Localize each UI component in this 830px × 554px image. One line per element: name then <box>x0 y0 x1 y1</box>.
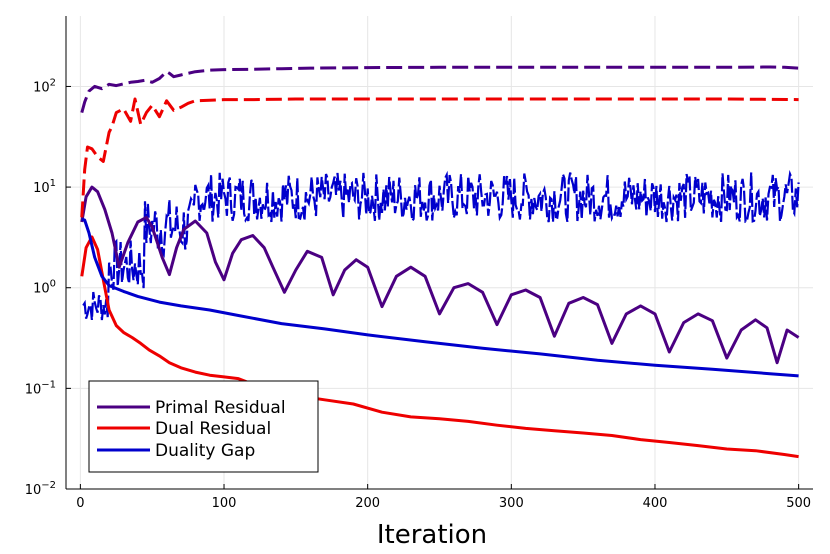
x-tick-label: 500 <box>786 496 811 511</box>
duality-gap-dashed-line <box>82 169 800 321</box>
x-tick-label: 100 <box>212 496 237 511</box>
series-line-primal-residual-dashed <box>80 65 799 113</box>
series-line-dual-residual-dashed <box>80 97 799 218</box>
x-axis-label: Iteration <box>377 520 487 550</box>
y-tick-label: 10−1 <box>25 379 56 397</box>
y-tick-label: 102 <box>33 77 56 95</box>
legend-label-gap: Duality Gap <box>155 441 255 461</box>
x-ticks: 0 100 200 300 400 500 <box>76 484 811 511</box>
y-tick-label: 100 <box>33 279 56 297</box>
legend: Primal Residual Dual Residual Duality Ga… <box>88 380 319 473</box>
x-tick-label: 0 <box>76 496 84 511</box>
oscillation-band <box>82 169 800 321</box>
x-tick-label: 400 <box>643 496 668 511</box>
axes <box>65 16 813 490</box>
y-tick-label: 10−2 <box>25 480 56 498</box>
y-ticks: 10−2 10−1 100 101 102 <box>25 77 71 498</box>
x-tick-label: 300 <box>499 496 524 511</box>
legend-label-primal: Primal Residual <box>155 398 286 418</box>
series-line-duality-gap <box>81 217 799 378</box>
x-tick-label: 200 <box>355 496 380 511</box>
series-line-primal-residual <box>80 185 800 365</box>
legend-label-dual: Dual Residual <box>155 419 271 439</box>
y-tick-label: 101 <box>33 178 56 196</box>
